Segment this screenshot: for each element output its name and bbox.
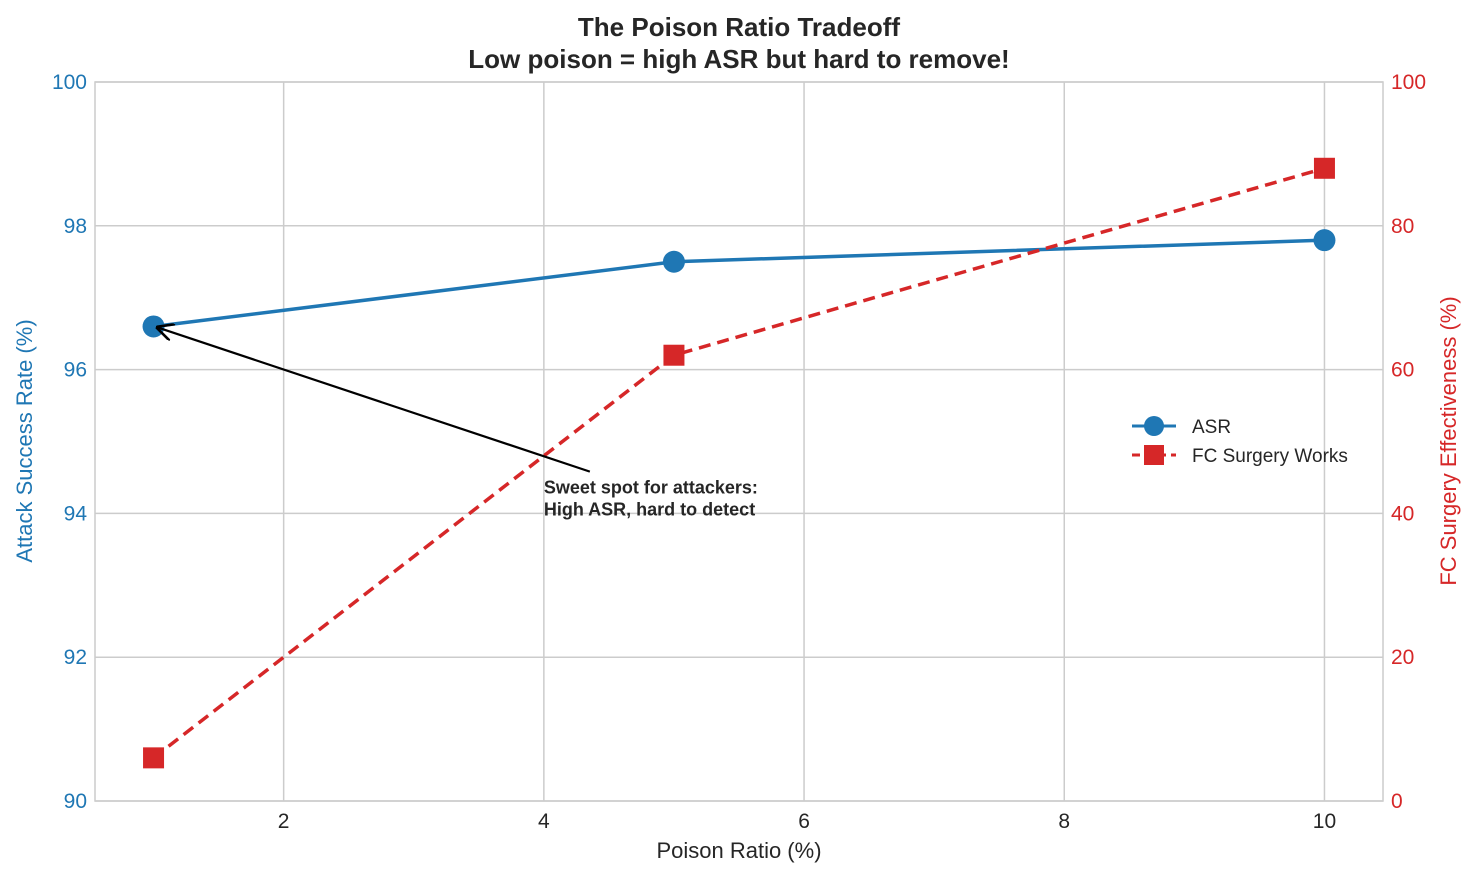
y-right-tick-label: 100 xyxy=(1391,71,1426,94)
x-tick-label: 6 xyxy=(798,810,810,833)
y-right-tick-label: 0 xyxy=(1391,790,1403,813)
fc-surgery-point xyxy=(663,344,685,366)
x-tick-label: 4 xyxy=(538,810,550,833)
x-tick-label: 2 xyxy=(278,810,290,833)
y-left-tick-label: 98 xyxy=(64,215,87,238)
y-right-tick-label: 40 xyxy=(1391,502,1414,525)
legend-asr-marker xyxy=(1144,416,1164,436)
annotation-text-line1: Sweet spot for attackers: xyxy=(544,478,758,498)
plot-frame xyxy=(94,81,1384,802)
y-right-tick-label: 60 xyxy=(1391,359,1414,382)
chart-title: The Poison Ratio Tradeoff xyxy=(578,12,900,42)
annotation-text-line2: High ASR, hard to detect xyxy=(544,500,755,520)
asr-point xyxy=(1313,229,1336,252)
series-line-asr xyxy=(153,238,1325,329)
asr-point xyxy=(142,315,165,338)
y-left-tick-label: 92 xyxy=(64,646,87,669)
grid xyxy=(95,81,1383,802)
y-left-tick-label: 100 xyxy=(52,71,87,94)
annotation: Sweet spot for attackers: High ASR, hard… xyxy=(158,327,758,520)
x-tick-label: 8 xyxy=(1058,810,1070,833)
y-right-tick-label: 80 xyxy=(1391,215,1414,238)
fc-surgery-point xyxy=(1313,157,1335,179)
legend-asr-label: ASR xyxy=(1192,417,1231,438)
y-left-tick-label: 94 xyxy=(64,502,88,525)
fc-surgery-point xyxy=(143,747,165,769)
y-left-tick-label: 90 xyxy=(64,790,87,813)
legend-fc-marker xyxy=(1144,445,1164,465)
y-axis-right-label: FC Surgery Effectiveness (%) xyxy=(1436,296,1461,585)
annotation-arrow xyxy=(158,327,591,473)
legend-fc-label: FC Surgery Works xyxy=(1192,446,1348,467)
legend: ASR FC Surgery Works xyxy=(1132,416,1348,467)
x-axis-label: Poison Ratio (%) xyxy=(656,838,821,863)
x-tick-label: 10 xyxy=(1313,810,1336,833)
chart-subtitle: Low poison = high ASR but hard to remove… xyxy=(468,44,1009,74)
asr-point xyxy=(662,250,685,273)
y-left-tick-label: 96 xyxy=(64,359,87,382)
y-right-tick-label: 20 xyxy=(1391,646,1414,669)
y-axis-left-label: Attack Success Rate (%) xyxy=(12,319,37,562)
